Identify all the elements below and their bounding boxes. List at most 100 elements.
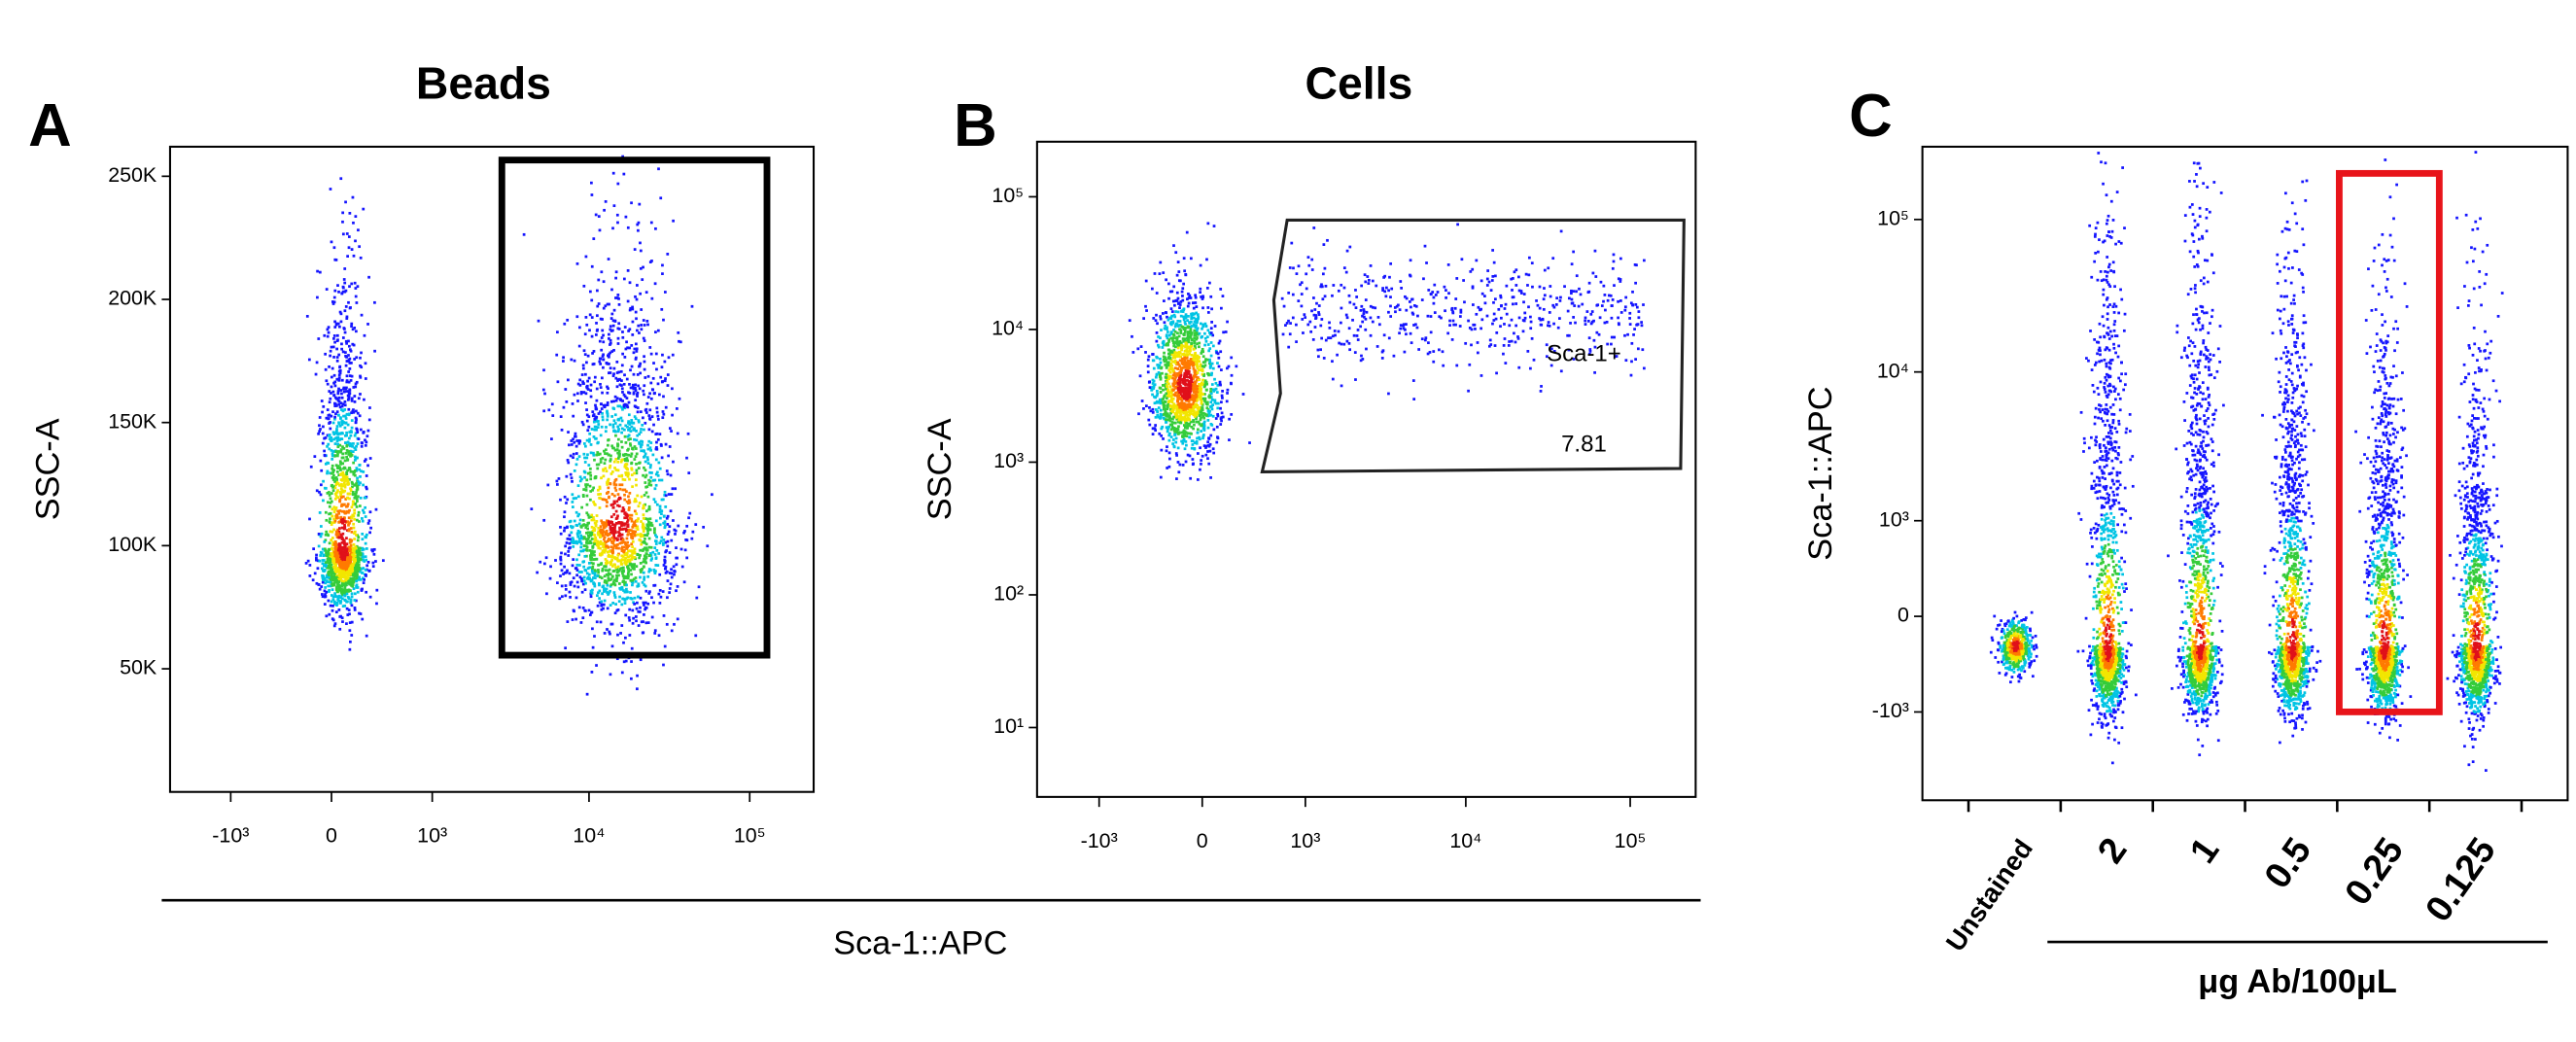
- event: [1183, 337, 1187, 341]
- event: [336, 390, 340, 393]
- event: [1171, 369, 1175, 373]
- event: [347, 246, 351, 250]
- event: [1155, 313, 1158, 317]
- event: [1183, 365, 1187, 368]
- event: [1167, 296, 1170, 300]
- event: [611, 541, 615, 545]
- event: [632, 391, 636, 395]
- event: [1169, 332, 1173, 335]
- event: [340, 540, 344, 544]
- event: [1196, 436, 1199, 440]
- event: [627, 502, 630, 505]
- event: [348, 492, 352, 496]
- event: [654, 534, 657, 537]
- event: [654, 330, 657, 334]
- event: [592, 540, 596, 544]
- event: [1208, 330, 1211, 334]
- event: [356, 586, 360, 589]
- event: [644, 534, 646, 537]
- event: [1187, 301, 1191, 305]
- event: [658, 541, 662, 545]
- event: [1205, 287, 1209, 290]
- event: [1190, 360, 1193, 364]
- event: [1199, 287, 1202, 291]
- event: [679, 340, 682, 344]
- event: [600, 576, 604, 580]
- event: [697, 585, 701, 589]
- event: [1197, 396, 1201, 399]
- event: [585, 524, 589, 527]
- event: [572, 541, 575, 545]
- event: [588, 484, 592, 488]
- event: [1187, 340, 1191, 344]
- event: [626, 405, 630, 409]
- event: [329, 427, 332, 431]
- event: [334, 575, 338, 579]
- event: [608, 630, 611, 634]
- event: [1195, 378, 1199, 382]
- event: [609, 563, 612, 567]
- event: [346, 458, 350, 462]
- event: [644, 503, 646, 506]
- event: [665, 622, 669, 626]
- event: [342, 421, 345, 425]
- event: [353, 511, 357, 515]
- event: [658, 588, 662, 592]
- event: [318, 490, 321, 494]
- event: [1192, 347, 1196, 351]
- event: [571, 564, 574, 568]
- event: [655, 367, 658, 371]
- event: [332, 583, 336, 587]
- event: [1174, 440, 1178, 444]
- event: [326, 471, 329, 475]
- event: [1188, 396, 1192, 399]
- event: [565, 571, 569, 574]
- event: [327, 572, 330, 575]
- event: [351, 549, 355, 553]
- event: [616, 633, 619, 637]
- event: [1216, 413, 1219, 416]
- event: [664, 505, 668, 508]
- event: [640, 569, 644, 572]
- event: [1221, 397, 1224, 399]
- event: [355, 330, 358, 333]
- event: [628, 558, 632, 562]
- event: [658, 573, 662, 576]
- event: [571, 479, 574, 483]
- event: [591, 488, 594, 492]
- event: [583, 470, 587, 474]
- event: [611, 319, 615, 323]
- event: [1185, 375, 1188, 379]
- event: [643, 466, 645, 469]
- event: [606, 561, 609, 565]
- event: [348, 392, 352, 395]
- event: [332, 336, 335, 340]
- event: [1179, 386, 1183, 390]
- event: [316, 269, 319, 273]
- event: [1146, 358, 1150, 362]
- event: [327, 326, 331, 330]
- event: [1199, 468, 1201, 471]
- event: [1200, 392, 1203, 396]
- event: [351, 493, 355, 497]
- event: [558, 597, 562, 601]
- event: [353, 395, 357, 398]
- event: [630, 452, 634, 456]
- event: [364, 438, 366, 442]
- event: [631, 320, 635, 324]
- event: [1183, 391, 1187, 395]
- event: [1173, 366, 1177, 370]
- event: [613, 448, 617, 452]
- event: [1167, 340, 1170, 343]
- event: [318, 511, 322, 514]
- event: [1165, 418, 1167, 422]
- event: [321, 580, 325, 584]
- event: [631, 386, 635, 389]
- event: [322, 574, 326, 578]
- event: [359, 475, 362, 478]
- event: [660, 307, 664, 311]
- event: [609, 338, 612, 342]
- event: [545, 592, 548, 596]
- event: [582, 548, 586, 552]
- event: [351, 579, 355, 582]
